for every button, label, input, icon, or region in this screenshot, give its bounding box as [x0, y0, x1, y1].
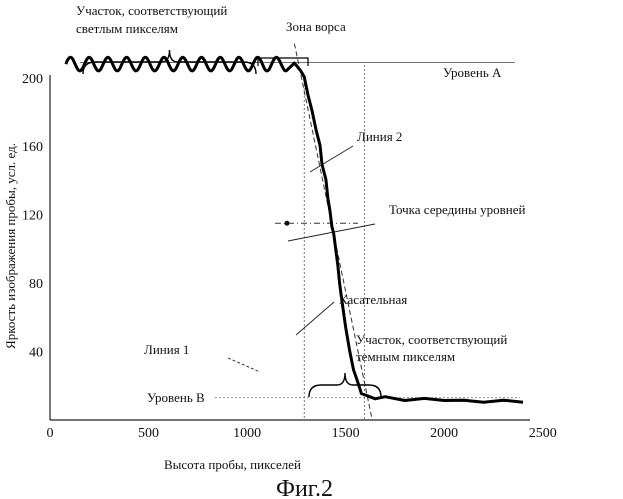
x-tick-label: 1500: [332, 426, 360, 441]
x-tick-label: 2500: [529, 426, 557, 441]
dark-region-label: Участок, соответствующий темным пикселям: [356, 332, 507, 364]
x-tick-label: 0: [47, 426, 54, 441]
annotation-line: Участок, соответствующий: [356, 332, 507, 347]
tangent-leader: [296, 302, 334, 335]
x-tick-label: 1000: [233, 426, 261, 441]
line-2-label: Линия 2: [357, 129, 402, 144]
y-tick-label: 120: [22, 209, 43, 224]
level-a-label: Уровень A: [443, 65, 502, 80]
midpoint-label: Точка середины уровней: [389, 202, 525, 217]
light-region-label: Участок, соответствующий светлым пикселям: [76, 3, 227, 36]
axes: [50, 75, 530, 420]
x-tick-label: 2000: [430, 426, 458, 441]
y-tick-label: 80: [29, 277, 43, 292]
annotation-line: Участок, соответствующий: [76, 3, 227, 18]
y-tick-label: 200: [22, 72, 43, 87]
y-tick-label: 40: [29, 346, 43, 361]
y-tick-label: 160: [22, 140, 43, 155]
level-b-label: Уровень B: [147, 390, 205, 405]
line-1-label: Линия 1: [144, 342, 189, 357]
line-1-leader: [228, 358, 260, 372]
annotation-line: светлым пикселям: [76, 21, 178, 36]
figure-caption: Фиг.2: [276, 476, 333, 499]
annotation-line: темным пикселям: [356, 349, 455, 364]
y-axis-label: Яркость изображения пробы, усл. ед.: [3, 143, 18, 349]
x-tick-label: 500: [138, 426, 159, 441]
nap-zone-label: Зона ворса: [286, 19, 346, 34]
midpoint-marker: [285, 221, 290, 226]
tick-labels: 0 500 1000 1500 2000 2500 40 80 120 160 200: [22, 72, 557, 441]
dark-region-bracket: [309, 373, 381, 397]
tangent-label: Касательная: [339, 292, 407, 307]
x-axis-label: Высота пробы, пикселей: [164, 457, 301, 472]
